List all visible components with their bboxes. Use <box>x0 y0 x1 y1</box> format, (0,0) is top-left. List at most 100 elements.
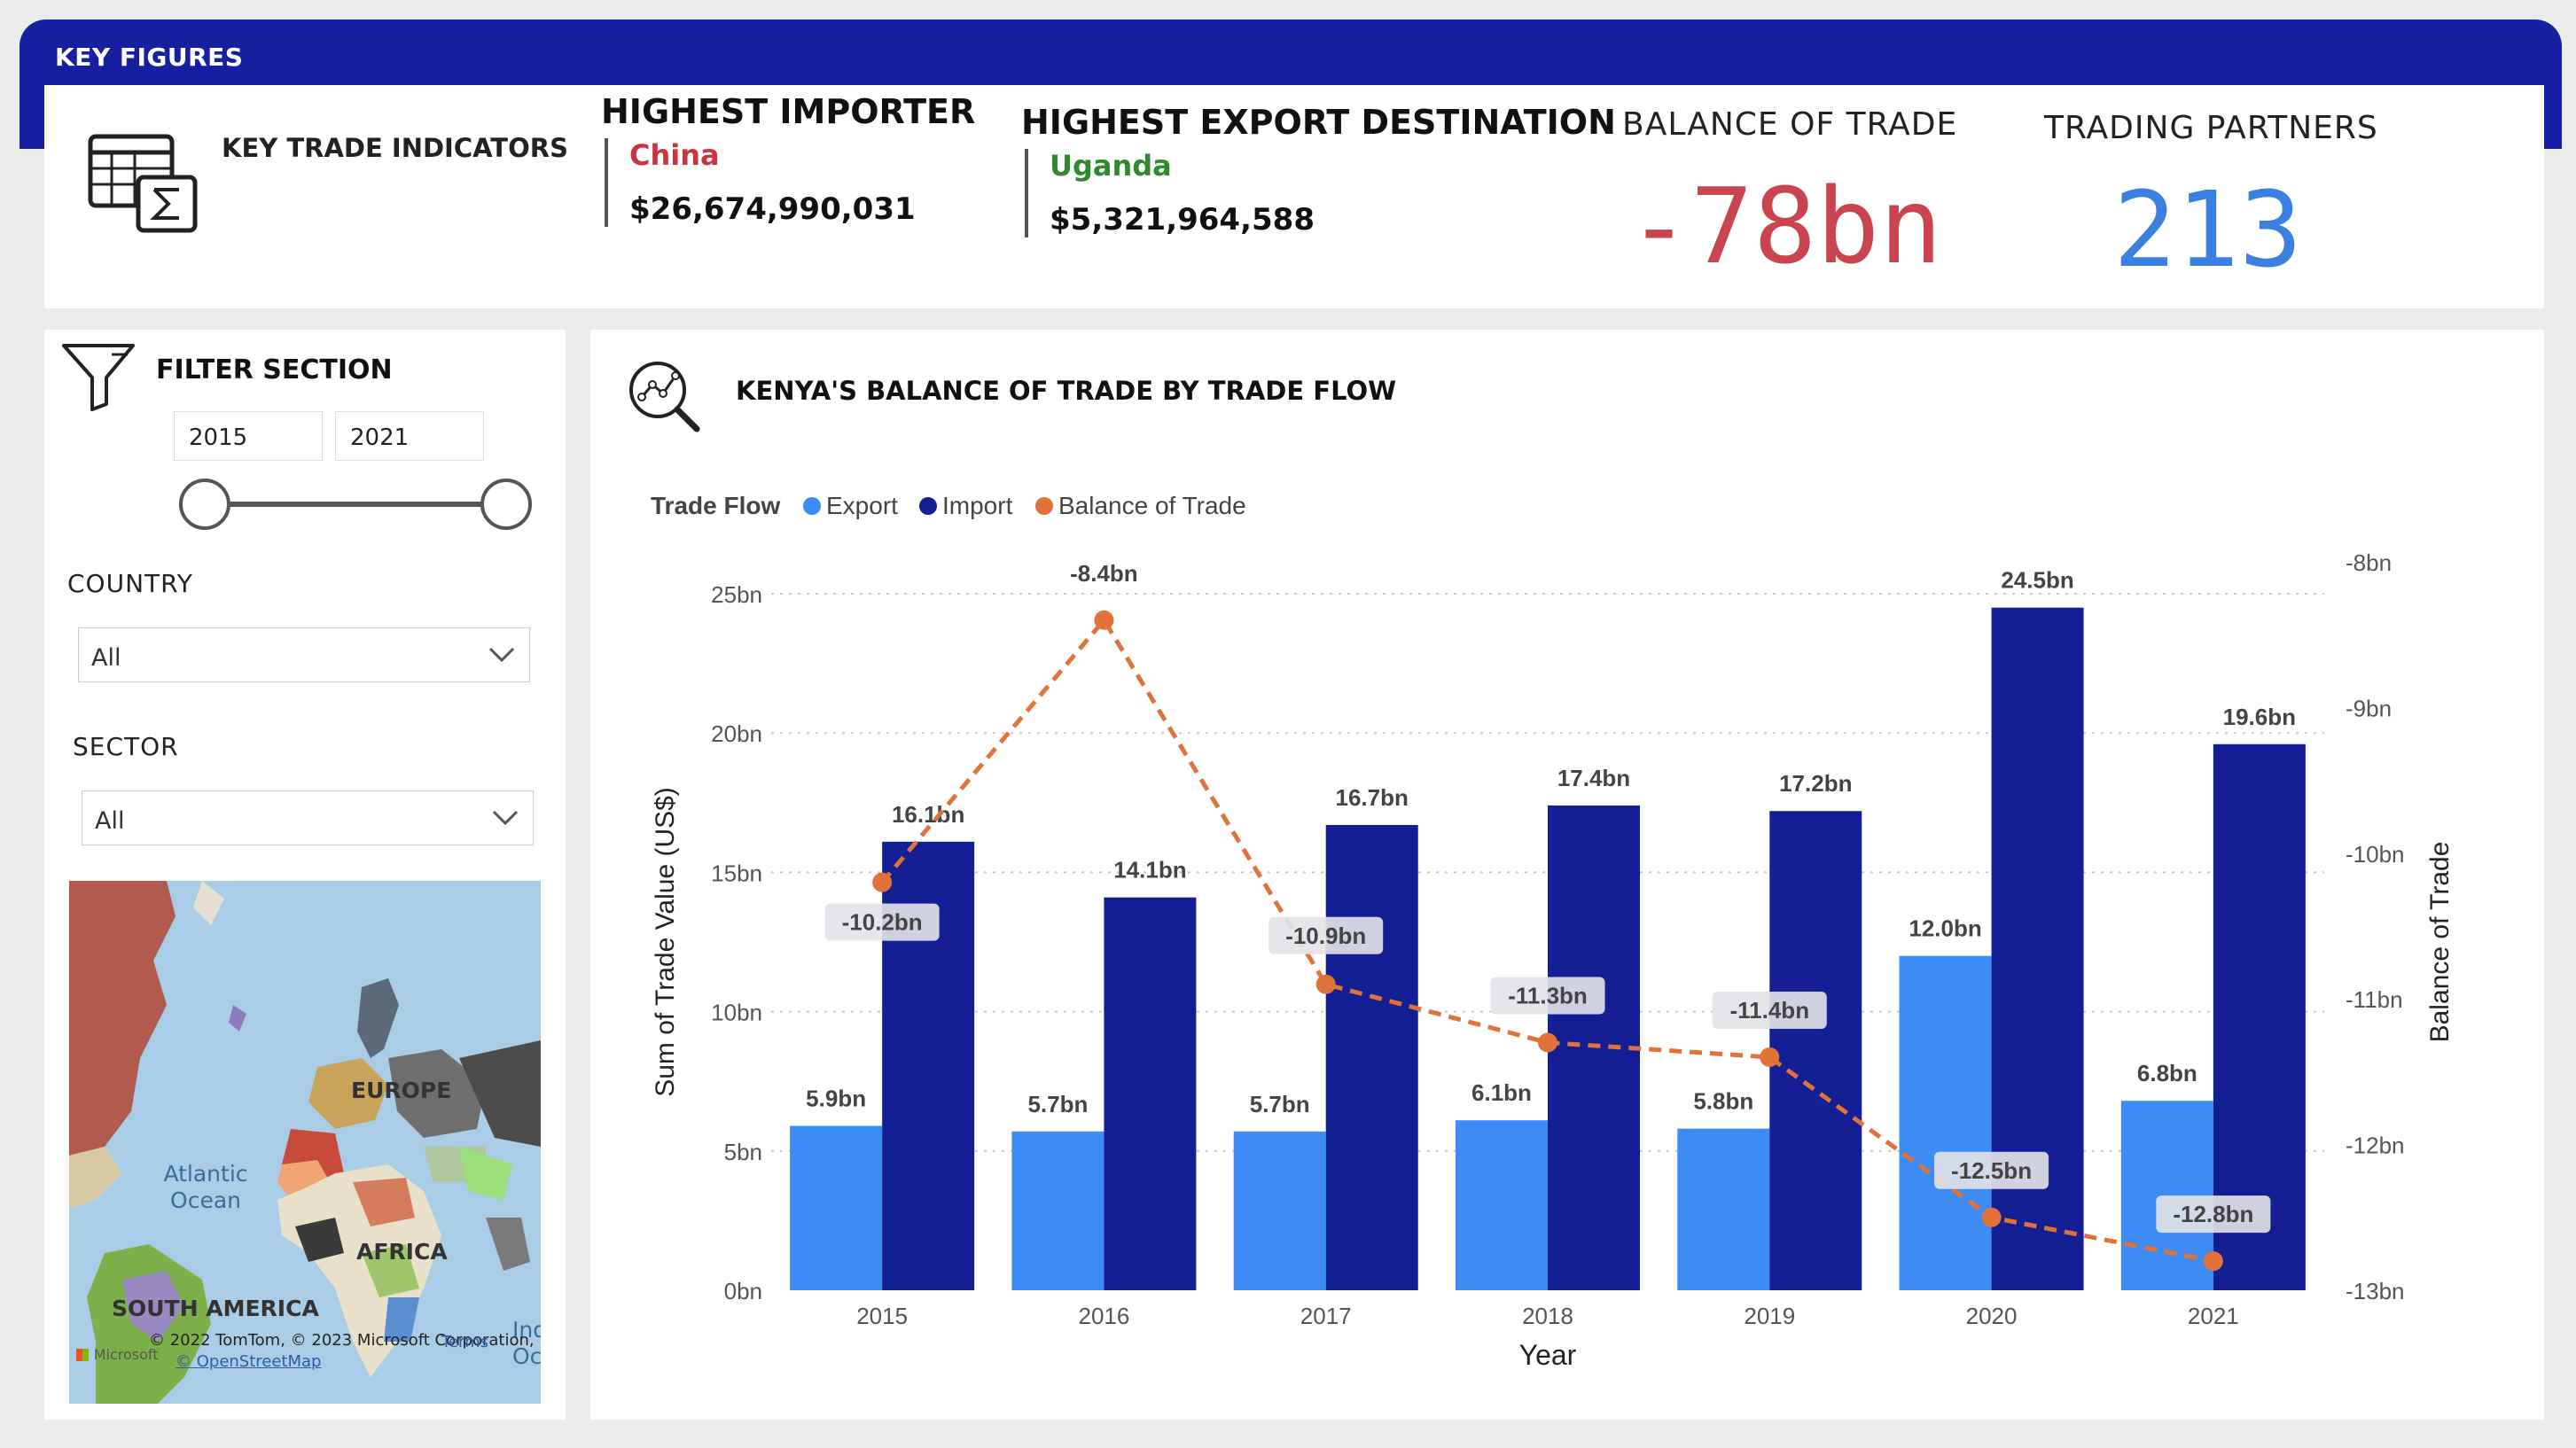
highest-export-value: $5,321,964,588 <box>1050 202 1315 237</box>
sector-dropdown[interactable]: All <box>82 790 534 845</box>
microsoft-label: Microsoft <box>93 1346 159 1363</box>
export-bar-label: 12.0bn <box>1909 915 1981 942</box>
highest-importer-details: China $26,674,990,031 <box>605 138 975 227</box>
country-dropdown[interactable]: All <box>78 627 530 682</box>
balance-label-bg <box>1490 977 1605 1015</box>
microsoft-logo-icon <box>76 1349 89 1361</box>
spreadsheet-sum-icon <box>88 134 198 233</box>
x-tick-label: 2021 <box>2188 1303 2239 1329</box>
y-tick-label: 5bn <box>724 1139 762 1165</box>
kpi-card: KEY TRADE INDICATORS HIGHEST IMPORTER Ch… <box>44 85 2544 308</box>
legend-marker-2 <box>1035 497 1053 515</box>
highest-importer-block: HIGHEST IMPORTER China $26,674,990,031 <box>601 92 975 227</box>
import-bar-label: 17.2bn <box>1779 770 1852 797</box>
balance-label-bg <box>1268 916 1384 954</box>
highest-export-heading: HIGHEST EXPORT DESTINATION <box>1021 103 1616 142</box>
balance-point-2020 <box>1981 1207 2002 1227</box>
y2-tick-label: -8bn <box>2346 549 2392 576</box>
kpi-section-label: KEY TRADE INDICATORS <box>222 133 568 163</box>
import-bar-2016 <box>1104 897 1197 1290</box>
map-osm-link[interactable]: © OpenStreetMap <box>176 1352 322 1371</box>
y2-tick-label: -12bn <box>2346 1133 2405 1159</box>
y-tick-label: 25bn <box>711 581 762 608</box>
map-terms-link[interactable]: Terms <box>441 1333 489 1351</box>
sector-label: SECTOR <box>73 732 179 761</box>
y2-tick-label: -13bn <box>2346 1278 2405 1304</box>
year-slider-start-handle[interactable] <box>179 479 230 530</box>
import-bar-2017 <box>1325 824 1418 1290</box>
import-bar-label: 16.7bn <box>1336 784 1409 811</box>
map-credit: Microsoft <box>76 1345 159 1364</box>
partners-value: 213 <box>2113 168 2303 291</box>
export-bar-label: 5.9bn <box>806 1086 866 1112</box>
export-bar-2019 <box>1677 1128 1770 1290</box>
partners-heading: TRADING PARTNERS <box>2044 110 2378 146</box>
magnifier-chart-icon <box>629 362 700 432</box>
balance-point-label: -10.2bn <box>842 909 923 936</box>
highest-export-block: HIGHEST EXPORT DESTINATION Uganda $5,321… <box>1021 103 1616 237</box>
world-map[interactable]: EUROPE AFRICA SOUTH AMERICA Atlantic Oce… <box>69 881 541 1404</box>
map-label-south-america: SOUTH AMERICA <box>112 1296 319 1321</box>
balance-value: -78bn <box>1628 165 1943 287</box>
y-tick-label: 20bn <box>711 720 762 747</box>
highest-importer-country: China <box>629 138 720 172</box>
x-tick-label: 2016 <box>1079 1303 1130 1329</box>
y-tick-label: 10bn <box>711 1000 762 1026</box>
import-bar-label: 16.1bn <box>892 801 964 828</box>
legend-label-1: Import <box>942 492 1013 519</box>
export-bar-label: 5.8bn <box>1693 1088 1753 1115</box>
export-bar-2021 <box>2120 1101 2213 1290</box>
filter-section-title: FILTER SECTION <box>156 354 393 385</box>
export-bar-2016 <box>1011 1131 1105 1290</box>
legend-label-0: Export <box>826 492 898 519</box>
legend-marker-0 <box>803 497 821 515</box>
balance-point-2017 <box>1315 974 1336 994</box>
import-bar-2018 <box>1548 805 1640 1290</box>
country-label: COUNTRY <box>67 569 193 598</box>
balance-heading: BALANCE OF TRADE <box>1622 106 1958 143</box>
import-bar-label: 19.6bn <box>2223 704 2296 730</box>
highest-export-country: Uganda <box>1050 149 1172 183</box>
y-axis-title: Sum of Trade Value (US$) <box>651 787 680 1097</box>
import-bar-label: 14.1bn <box>1113 857 1186 884</box>
chart-card: KENYA'S BALANCE OF TRADE BY TRADE FLOW T… <box>590 330 2544 1420</box>
map-label-europe: EUROPE <box>351 1078 452 1103</box>
balance-point-label: -10.9bn <box>1285 923 1366 949</box>
y-tick-label: 0bn <box>724 1278 762 1304</box>
import-bar-2019 <box>1769 811 1862 1290</box>
export-bar-label: 5.7bn <box>1027 1091 1088 1117</box>
chevron-down-icon <box>492 810 519 826</box>
header-title: KEY FIGURES <box>55 43 244 72</box>
year-slider-end-handle[interactable] <box>480 479 532 530</box>
export-bar-label: 5.7bn <box>1250 1091 1310 1117</box>
y2-tick-label: -10bn <box>2346 841 2405 868</box>
y2-axis-title: Balance of Trade <box>2425 842 2455 1043</box>
balance-point-2018 <box>1538 1032 1557 1053</box>
legend-label-2: Balance of Trade <box>1058 492 1246 519</box>
map-label-atlantic: Atlantic Ocean <box>163 1161 248 1213</box>
country-dropdown-value: All <box>91 644 121 672</box>
map-copyright: © 2022 TomTom, © 2023 Microsoft Corporat… <box>149 1331 535 1350</box>
import-bar-label: 24.5bn <box>2001 567 2073 594</box>
chart-title: KENYA'S BALANCE OF TRADE BY TRADE FLOW <box>736 376 1397 406</box>
balance-label-bg <box>824 903 940 941</box>
balance-point-2021 <box>2203 1251 2223 1272</box>
balance-point-2019 <box>1760 1047 1780 1067</box>
year-to-input[interactable]: 2021 <box>335 411 484 461</box>
highest-importer-value: $26,674,990,031 <box>629 191 916 227</box>
balance-label-bg <box>1934 1151 2049 1189</box>
map-label-indian-ocean: Ind Oc <box>512 1317 541 1369</box>
year-slider-track[interactable] <box>204 502 511 507</box>
year-from-input[interactable]: 2015 <box>174 411 323 461</box>
y2-tick-label: -9bn <box>2346 695 2392 721</box>
x-tick-label: 2015 <box>856 1303 908 1329</box>
balance-label-bg <box>1712 991 1827 1029</box>
legend-title: Trade Flow <box>651 492 780 519</box>
chevron-down-icon <box>488 647 515 663</box>
export-bar-label: 6.8bn <box>2137 1060 2197 1086</box>
x-tick-label: 2017 <box>1300 1303 1352 1329</box>
export-bar-label: 6.1bn <box>1471 1079 1532 1106</box>
x-tick-label: 2018 <box>1522 1303 1573 1329</box>
balance-point-label: -12.8bn <box>2173 1201 2253 1227</box>
export-bar-2020 <box>1899 955 1992 1290</box>
